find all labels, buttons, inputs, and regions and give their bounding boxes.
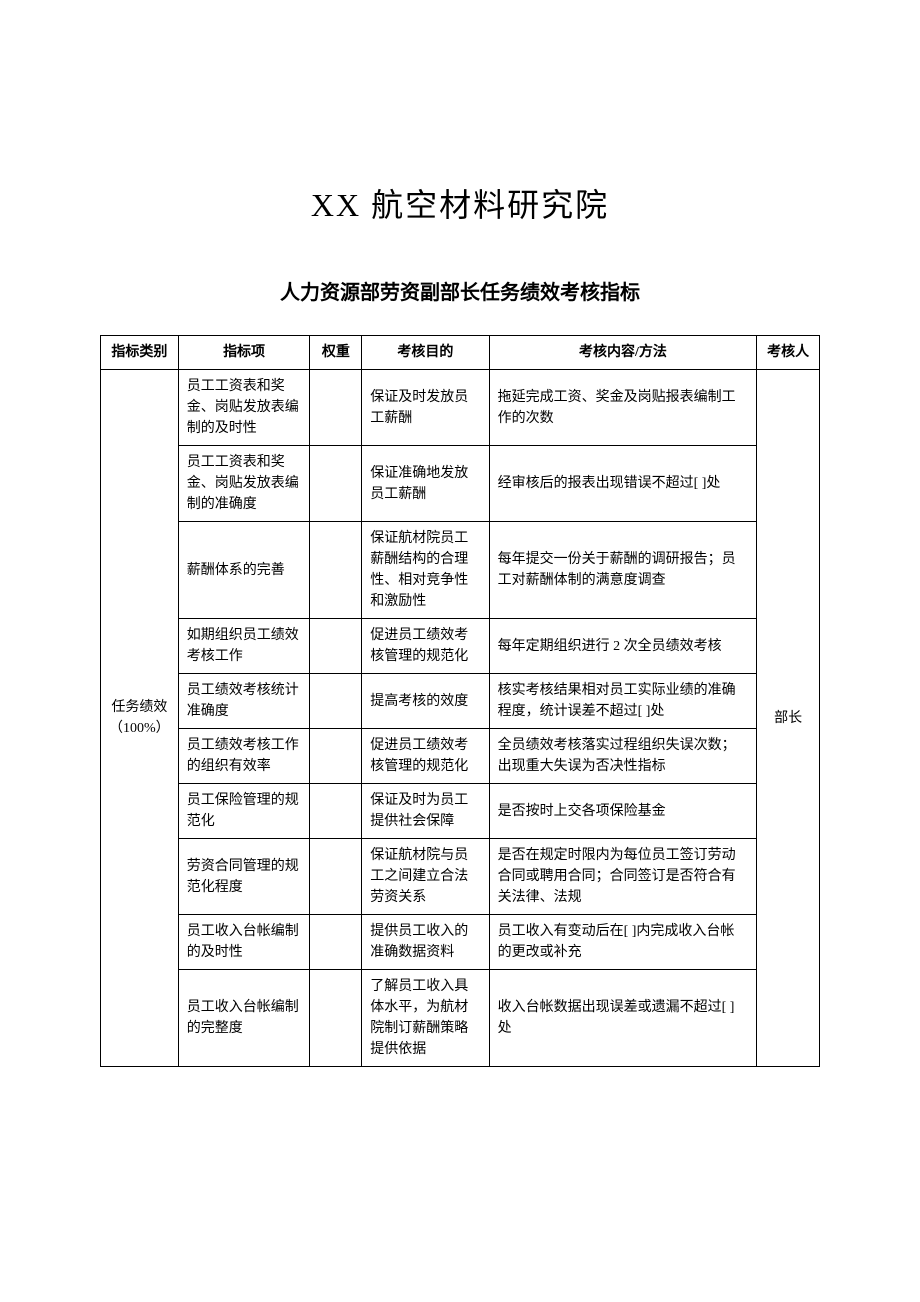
purpose-cell: 促进员工绩效考核管理的规范化 xyxy=(362,619,489,674)
content-cell: 收入台帐数据出现误差或遗漏不超过[ ]处 xyxy=(489,970,757,1067)
weight-cell xyxy=(310,729,362,784)
table-row: 如期组织员工绩效考核工作促进员工绩效考核管理的规范化每年定期组织进行 2 次全员… xyxy=(101,619,820,674)
table-row: 员工绩效考核工作的组织有效率促进员工绩效考核管理的规范化全员绩效考核落实过程组织… xyxy=(101,729,820,784)
header-assessor: 考核人 xyxy=(757,336,820,370)
purpose-cell: 保证及时为员工提供社会保障 xyxy=(362,784,489,839)
category-cell: 任务绩效（100%） xyxy=(101,370,179,1067)
header-content: 考核内容/方法 xyxy=(489,336,757,370)
weight-cell xyxy=(310,370,362,446)
table-row: 员工工资表和奖金、岗贴发放表编制的准确度保证准确地发放员工薪酬经审核后的报表出现… xyxy=(101,446,820,522)
header-item: 指标项 xyxy=(178,336,310,370)
assessor-cell: 部长 xyxy=(757,370,820,1067)
weight-cell xyxy=(310,839,362,915)
purpose-cell: 提供员工收入的准确数据资料 xyxy=(362,915,489,970)
item-cell: 员工保险管理的规范化 xyxy=(178,784,310,839)
header-purpose: 考核目的 xyxy=(362,336,489,370)
table-row: 薪酬体系的完善保证航材院员工薪酬结构的合理性、相对竞争性和激励性每年提交一份关于… xyxy=(101,522,820,619)
item-cell: 劳资合同管理的规范化程度 xyxy=(178,839,310,915)
item-cell: 员工绩效考核工作的组织有效率 xyxy=(178,729,310,784)
content-cell: 每年定期组织进行 2 次全员绩效考核 xyxy=(489,619,757,674)
table-header-row: 指标类别 指标项 权重 考核目的 考核内容/方法 考核人 xyxy=(101,336,820,370)
table-row: 任务绩效（100%）员工工资表和奖金、岗贴发放表编制的及时性保证及时发放员工薪酬… xyxy=(101,370,820,446)
header-weight: 权重 xyxy=(310,336,362,370)
content-cell: 是否在规定时限内为每位员工签订劳动合同或聘用合同；合同签订是否符合有关法律、法规 xyxy=(489,839,757,915)
weight-cell xyxy=(310,674,362,729)
purpose-cell: 保证航材院员工薪酬结构的合理性、相对竞争性和激励性 xyxy=(362,522,489,619)
item-cell: 员工工资表和奖金、岗贴发放表编制的准确度 xyxy=(178,446,310,522)
document-title: XX 航空材料研究院 xyxy=(100,180,820,226)
content-cell: 是否按时上交各项保险基金 xyxy=(489,784,757,839)
item-cell: 员工工资表和奖金、岗贴发放表编制的及时性 xyxy=(178,370,310,446)
content-cell: 员工收入有变动后在[ ]内完成收入台帐的更改或补充 xyxy=(489,915,757,970)
content-cell: 拖延完成工资、奖金及岗贴报表编制工作的次数 xyxy=(489,370,757,446)
item-cell: 如期组织员工绩效考核工作 xyxy=(178,619,310,674)
table-row: 员工绩效考核统计准确度提高考核的效度核实考核结果相对员工实际业绩的准确程度，统计… xyxy=(101,674,820,729)
purpose-cell: 保证及时发放员工薪酬 xyxy=(362,370,489,446)
purpose-cell: 了解员工收入具体水平，为航材院制订薪酬策略提供依据 xyxy=(362,970,489,1067)
document-subtitle: 人力资源部劳资副部长任务绩效考核指标 xyxy=(100,276,820,305)
item-cell: 员工收入台帐编制的完整度 xyxy=(178,970,310,1067)
table-row: 员工收入台帐编制的及时性提供员工收入的准确数据资料员工收入有变动后在[ ]内完成… xyxy=(101,915,820,970)
header-category: 指标类别 xyxy=(101,336,179,370)
weight-cell xyxy=(310,619,362,674)
weight-cell xyxy=(310,915,362,970)
purpose-cell: 促进员工绩效考核管理的规范化 xyxy=(362,729,489,784)
item-cell: 员工绩效考核统计准确度 xyxy=(178,674,310,729)
table-row: 员工保险管理的规范化保证及时为员工提供社会保障是否按时上交各项保险基金 xyxy=(101,784,820,839)
weight-cell xyxy=(310,446,362,522)
item-cell: 员工收入台帐编制的及时性 xyxy=(178,915,310,970)
weight-cell xyxy=(310,970,362,1067)
purpose-cell: 提高考核的效度 xyxy=(362,674,489,729)
table-row: 劳资合同管理的规范化程度保证航材院与员工之间建立合法劳资关系是否在规定时限内为每… xyxy=(101,839,820,915)
weight-cell xyxy=(310,522,362,619)
content-cell: 全员绩效考核落实过程组织失误次数；出现重大失误为否决性指标 xyxy=(489,729,757,784)
purpose-cell: 保证航材院与员工之间建立合法劳资关系 xyxy=(362,839,489,915)
content-cell: 核实考核结果相对员工实际业绩的准确程度，统计误差不超过[ ]处 xyxy=(489,674,757,729)
kpi-table: 指标类别 指标项 权重 考核目的 考核内容/方法 考核人 任务绩效（100%）员… xyxy=(100,335,820,1067)
item-cell: 薪酬体系的完善 xyxy=(178,522,310,619)
content-cell: 每年提交一份关于薪酬的调研报告；员工对薪酬体制的满意度调查 xyxy=(489,522,757,619)
purpose-cell: 保证准确地发放员工薪酬 xyxy=(362,446,489,522)
table-row: 员工收入台帐编制的完整度了解员工收入具体水平，为航材院制订薪酬策略提供依据收入台… xyxy=(101,970,820,1067)
content-cell: 经审核后的报表出现错误不超过[ ]处 xyxy=(489,446,757,522)
table-body: 任务绩效（100%）员工工资表和奖金、岗贴发放表编制的及时性保证及时发放员工薪酬… xyxy=(101,370,820,1067)
weight-cell xyxy=(310,784,362,839)
